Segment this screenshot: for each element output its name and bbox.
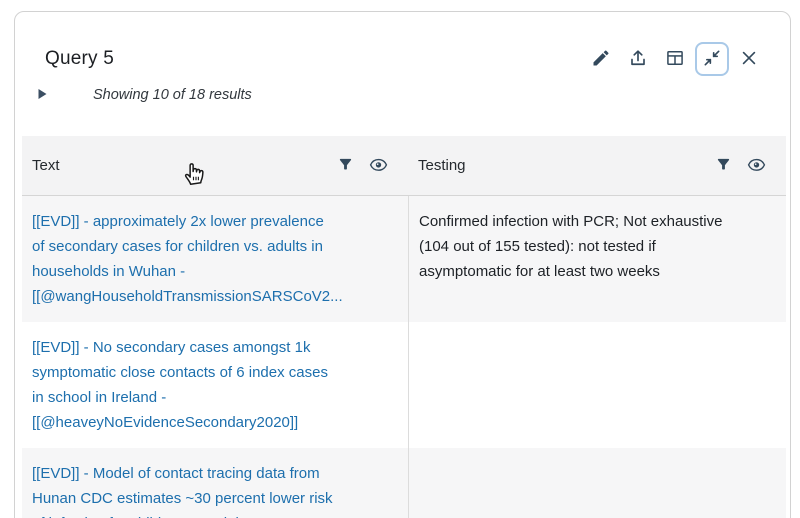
expand-results-toggle[interactable] (27, 82, 57, 108)
table-row: [[EVD]] - approximately 2x lower prevale… (22, 196, 786, 322)
results-summary: Showing 10 of 18 results (93, 87, 252, 103)
column-label: Text (32, 157, 60, 174)
filter-button[interactable] (715, 156, 732, 176)
testing-cell (408, 322, 786, 448)
table-row: [[EVD]] - No secondary cases amongst 1k … (22, 322, 786, 448)
evidence-link[interactable]: [[EVD]] - Model of contact tracing data … (32, 465, 333, 518)
evidence-link[interactable]: [[EVD]] - No secondary cases amongst 1k … (32, 339, 328, 431)
eye-icon (747, 155, 766, 177)
pencil-icon (591, 48, 611, 71)
export-button[interactable] (621, 42, 655, 76)
text-cell: [[EVD]] - No secondary cases amongst 1k … (22, 322, 408, 448)
query-results-card: Query 5 (14, 11, 791, 518)
close-icon (739, 48, 759, 71)
table-view-button[interactable] (658, 42, 692, 76)
toolbar (584, 42, 766, 76)
column-label: Testing (418, 157, 466, 174)
results-table: Text (22, 136, 786, 518)
column-header-text: Text (22, 136, 408, 195)
filter-button[interactable] (337, 156, 354, 176)
table-row: [[EVD]] - Model of contact tracing data … (22, 448, 786, 518)
text-cell: [[EVD]] - Model of contact tracing data … (22, 448, 408, 518)
filter-icon (337, 156, 354, 176)
text-cell: [[EVD]] - approximately 2x lower prevale… (22, 196, 408, 322)
page-title: Query 5 (45, 48, 114, 69)
card-header: Query 5 (15, 12, 790, 76)
testing-cell (408, 448, 786, 518)
triangle-right-icon (37, 88, 48, 103)
table-icon (665, 48, 685, 71)
edit-button[interactable] (584, 42, 618, 76)
filter-icon (715, 156, 732, 176)
upload-icon (628, 48, 648, 71)
collapse-icon (702, 48, 722, 71)
testing-cell: Confirmed infection with PCR; Not exhaus… (408, 196, 786, 322)
column-header-testing: Testing (408, 136, 786, 195)
eye-icon (369, 155, 388, 177)
results-summary-row: Showing 10 of 18 results (15, 82, 790, 108)
evidence-link[interactable]: [[EVD]] - approximately 2x lower prevale… (32, 213, 343, 305)
visibility-button[interactable] (369, 155, 388, 177)
testing-value: Confirmed infection with PCR; Not exhaus… (419, 213, 723, 280)
close-button[interactable] (732, 42, 766, 76)
collapse-button[interactable] (695, 42, 729, 76)
table-header-row: Text (22, 136, 786, 196)
visibility-button[interactable] (747, 155, 766, 177)
